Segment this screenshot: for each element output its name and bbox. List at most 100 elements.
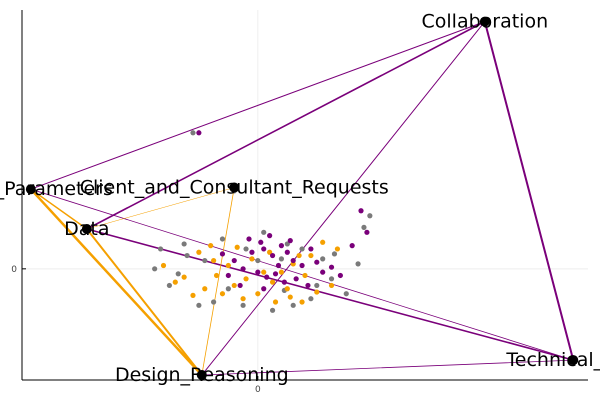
gray-point — [211, 299, 217, 305]
purple-point — [314, 259, 320, 265]
gray-point — [320, 256, 326, 262]
orange-point — [255, 291, 261, 297]
node-label-data: Data — [64, 218, 109, 240]
gray-point — [361, 224, 367, 230]
gray-point — [355, 261, 361, 267]
orange-point — [196, 249, 202, 255]
purple-point — [364, 229, 370, 235]
edge-perf-design — [29, 187, 204, 377]
purple-point — [299, 262, 305, 269]
purple-point — [290, 257, 296, 264]
orange-point — [219, 291, 226, 297]
orange-point — [172, 279, 178, 285]
orange-point — [213, 272, 220, 279]
purple-point — [305, 282, 311, 289]
edge-design-ccr — [201, 187, 235, 376]
gray-point — [331, 251, 338, 257]
purple-point — [267, 233, 273, 239]
orange-point — [296, 252, 302, 259]
orange-point — [160, 262, 167, 269]
orange-point — [334, 246, 341, 252]
y-tick-label: 0 — [11, 265, 17, 275]
edge-perf-collab — [30, 21, 486, 190]
purple-point — [258, 239, 264, 245]
node-design — [196, 370, 207, 381]
orange-point — [249, 256, 255, 262]
orange-point — [278, 269, 285, 275]
edge-data-design — [85, 228, 203, 377]
edge-layer — [29, 20, 575, 377]
edge-data-ccr — [86, 187, 235, 230]
axes-layer: 00 — [11, 10, 588, 395]
orange-point — [240, 296, 246, 302]
purple-point — [264, 274, 270, 280]
gray-point — [308, 296, 314, 302]
purple-point — [284, 249, 290, 255]
gray-point — [175, 271, 181, 277]
purple-point — [272, 271, 279, 277]
edge-collab-tech — [483, 20, 575, 362]
node-collab — [479, 16, 490, 27]
edge-data-tech — [86, 228, 575, 361]
gray-point — [314, 282, 320, 289]
orange-point — [208, 243, 214, 249]
grid-layer — [22, 10, 588, 380]
gray-point — [181, 241, 187, 247]
gray-point — [255, 257, 261, 264]
orange-point — [181, 274, 187, 280]
orange-point — [284, 286, 290, 292]
gray-point — [328, 276, 335, 282]
edge-design-collab — [201, 21, 486, 376]
orange-point — [299, 299, 305, 305]
node-label-tech: Technical_Con — [505, 349, 600, 371]
purple-point — [196, 130, 202, 136]
purple-point — [249, 249, 255, 255]
gray-point — [278, 256, 285, 262]
orange-point — [225, 262, 231, 269]
orange-point — [328, 282, 335, 289]
edge-perf-data — [30, 188, 88, 230]
orange-point — [211, 257, 217, 264]
orange-point — [202, 286, 208, 292]
point-layer — [152, 130, 373, 313]
purple-point — [261, 286, 267, 292]
edge-data-collab — [86, 20, 486, 230]
gray-point — [202, 257, 208, 264]
orange-point — [267, 249, 273, 255]
gray-point — [261, 229, 267, 235]
purple-point — [240, 266, 246, 272]
gray-point — [343, 291, 349, 297]
purple-point — [293, 276, 299, 282]
orange-point — [287, 294, 293, 300]
edge-design-tech — [201, 359, 574, 376]
gray-point — [166, 282, 172, 289]
gray-point — [243, 246, 249, 252]
node-perf — [25, 184, 36, 195]
gray-point — [184, 252, 190, 259]
purple-point — [269, 252, 276, 259]
node-label-design: Design_Reasoning — [115, 364, 289, 386]
orange-point — [269, 279, 276, 285]
orange-point — [272, 299, 279, 305]
gray-point — [240, 302, 246, 308]
purple-point — [358, 208, 364, 214]
purple-point — [261, 246, 267, 252]
orange-point — [190, 292, 196, 298]
purple-point — [231, 257, 237, 264]
edge-perf-tech — [30, 188, 574, 361]
node-data — [81, 224, 92, 235]
gray-point — [299, 246, 305, 252]
purple-point — [255, 269, 261, 275]
node-layer — [25, 16, 579, 381]
gray-point — [152, 266, 158, 272]
purple-point — [337, 272, 343, 279]
orange-point — [308, 252, 314, 259]
gray-point — [269, 307, 276, 313]
orange-point — [231, 282, 237, 289]
purple-point — [219, 251, 226, 257]
purple-point — [328, 264, 335, 270]
orange-point — [302, 272, 308, 279]
purple-point — [237, 282, 243, 289]
gray-point — [290, 302, 296, 308]
